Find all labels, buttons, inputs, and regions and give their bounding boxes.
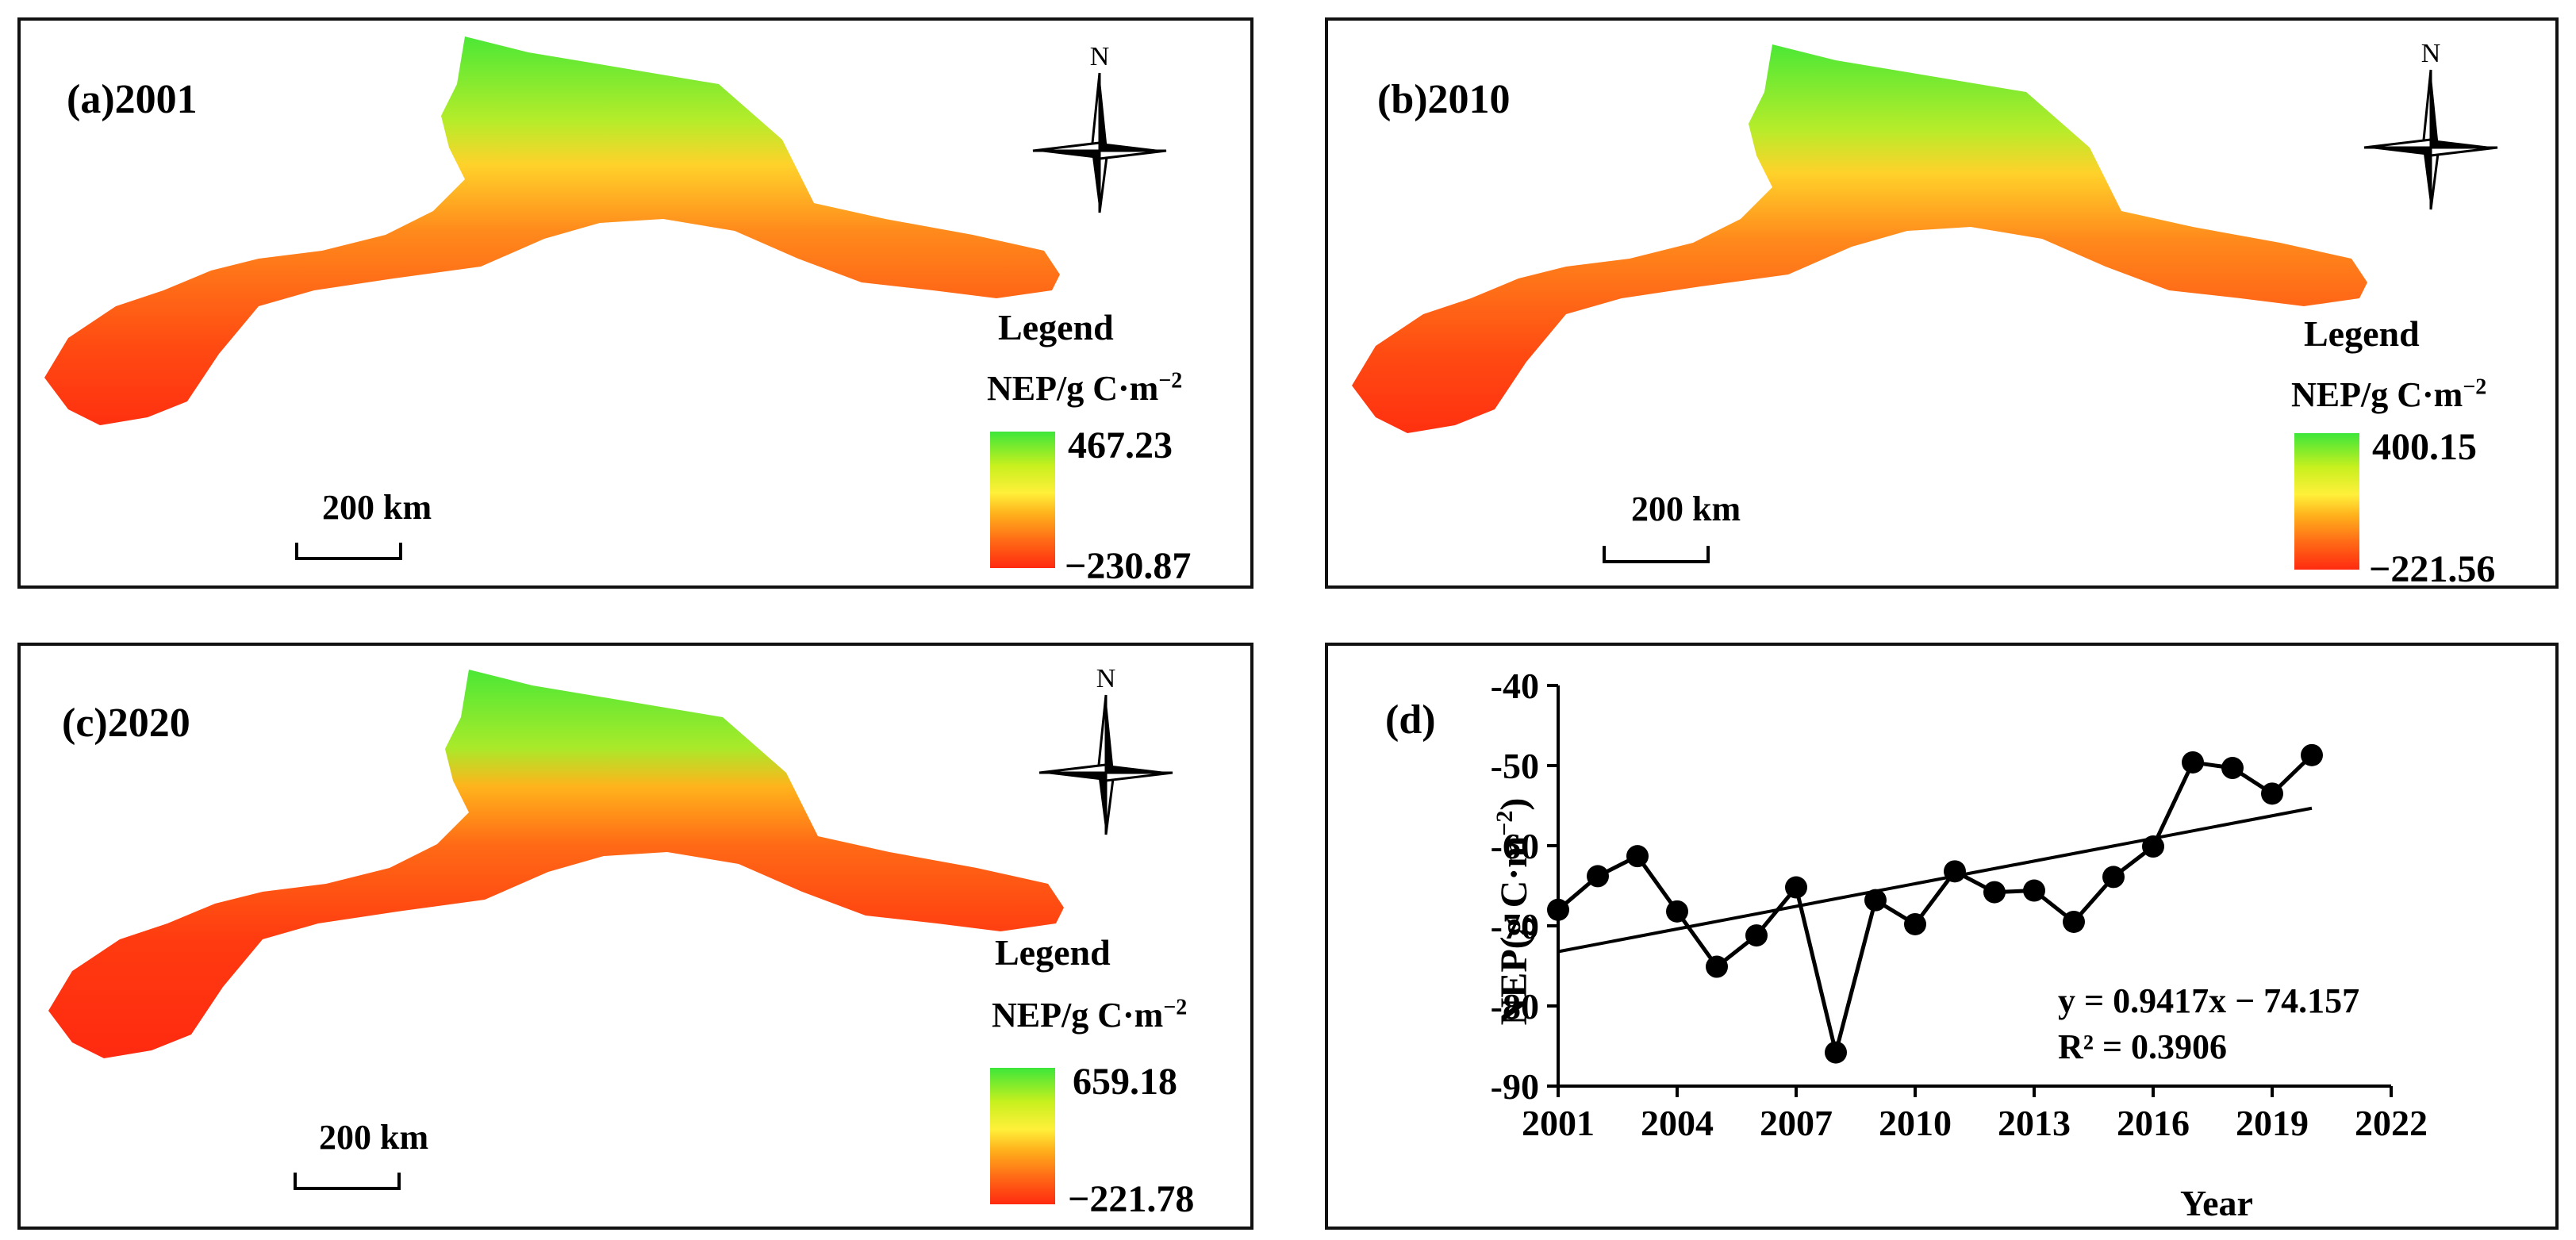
x-tick-label: 2007	[1760, 1103, 1833, 1143]
x-tick-label: 2001	[1522, 1103, 1595, 1143]
north-arrow-icon: N	[1038, 664, 1173, 835]
data-point	[1626, 845, 1649, 868]
data-point	[2182, 751, 2204, 774]
legend-max: 659.18	[1073, 1061, 1177, 1103]
data-point	[1785, 876, 1807, 899]
svg-text:N: N	[2421, 39, 2441, 68]
data-point	[1944, 860, 1966, 883]
y-tick-label: -70	[1491, 906, 1539, 946]
chart-panel-label: (d)	[1385, 697, 1436, 743]
x-tick-label: 2019	[2236, 1103, 2309, 1143]
svg-text:N: N	[1096, 664, 1116, 693]
data-point	[2063, 910, 2085, 933]
data-point	[1825, 1041, 1847, 1064]
panel-title: (a)2001	[67, 77, 198, 122]
colorbar	[2294, 433, 2359, 570]
data-point	[1983, 881, 2006, 904]
data-point	[2102, 866, 2125, 889]
y-tick-label: -60	[1491, 826, 1539, 866]
scale-bar	[295, 543, 402, 560]
map-panel-2001: (a)2001 N Legend NEP/g C·m−2 467.23 −230…	[17, 17, 1253, 589]
legend-unit: NEP/g C·m−2	[992, 995, 1188, 1035]
scale-label: 200 km	[319, 1118, 429, 1157]
data-point	[1745, 924, 1768, 947]
series-line	[1557, 754, 2313, 1054]
legend-unit: NEP/g C·m−2	[987, 368, 1183, 408]
legend-max: 400.15	[2372, 426, 2477, 468]
panel-title: (b)2010	[1377, 77, 1511, 122]
legend-unit: NEP/g C·m−2	[2291, 374, 2487, 414]
x-tick-label: 2022	[2355, 1103, 2428, 1143]
y-tick-label: -80	[1491, 986, 1539, 1027]
svg-text:N: N	[1090, 42, 1110, 71]
data-point	[2221, 757, 2244, 780]
data-point	[1864, 889, 1887, 912]
x-tick-label: 2010	[1879, 1103, 1952, 1143]
map-2001	[44, 36, 1060, 425]
data-point	[1706, 955, 1728, 978]
legend-min: −221.78	[1068, 1178, 1195, 1220]
north-arrow-icon: N	[2363, 39, 2498, 210]
scale-bar	[1603, 546, 1710, 563]
scale-label: 200 km	[322, 488, 432, 527]
y-tick-label: -90	[1491, 1066, 1539, 1107]
legend-title: Legend	[2304, 313, 2420, 354]
legend-title: Legend	[998, 307, 1114, 347]
region-shape	[44, 36, 1060, 425]
panel-title: (c)2020	[62, 701, 190, 746]
colorbar	[990, 1068, 1055, 1204]
data-point	[1666, 900, 1688, 923]
x-tick-label: 2004	[1641, 1103, 1714, 1143]
map-2020	[48, 670, 1064, 1058]
map-panel-2010: (b)2010 N Legend NEP/g C·m−2 400.15 −221…	[1325, 17, 2559, 589]
data-point	[2023, 879, 2045, 902]
x-tick-label: 2016	[2117, 1103, 2190, 1143]
colorbar	[990, 432, 1055, 568]
legend-max: 467.23	[1068, 424, 1173, 466]
scale-bar	[294, 1173, 401, 1190]
equation-label: y = 0.9417x − 74.157	[2058, 981, 2359, 1020]
data-point	[1587, 865, 1609, 888]
map-panel-2020: (c)2020 N Legend NEP/g C·m−2 659.18 −221…	[17, 643, 1253, 1230]
legend-title: Legend	[995, 932, 1111, 973]
chart-panel: (d) NEP(g C·m−2) Year y = 0.9417x − 74.1…	[1325, 643, 2559, 1230]
data-point	[1904, 912, 1926, 935]
trend-line	[1557, 806, 2313, 954]
region-shape	[1352, 44, 2367, 433]
data-point	[2142, 835, 2164, 858]
nep-line-chart: (d) NEP(g C·m−2) Year y = 0.9417x − 74.1…	[1385, 666, 2428, 1223]
y-tick-label: -40	[1491, 666, 1539, 706]
y-tick-label: -50	[1491, 746, 1539, 786]
scale-label: 200 km	[1631, 489, 1741, 528]
north-arrow-icon: N	[1032, 42, 1167, 213]
legend-min: −221.56	[2369, 548, 2496, 589]
data-point	[1547, 898, 1569, 921]
data-point	[2261, 782, 2283, 805]
r2-label: R² = 0.3906	[2058, 1027, 2227, 1066]
data-point	[2301, 743, 2323, 766]
legend-min: −230.87	[1065, 545, 1192, 587]
x-tick-label: 2013	[1998, 1103, 2071, 1143]
region-shape	[48, 670, 1064, 1058]
y-axis-label: NEP(g C·m−2)	[1491, 798, 1535, 1026]
x-axis-label: Year	[2180, 1183, 2253, 1223]
map-2010	[1352, 44, 2367, 433]
